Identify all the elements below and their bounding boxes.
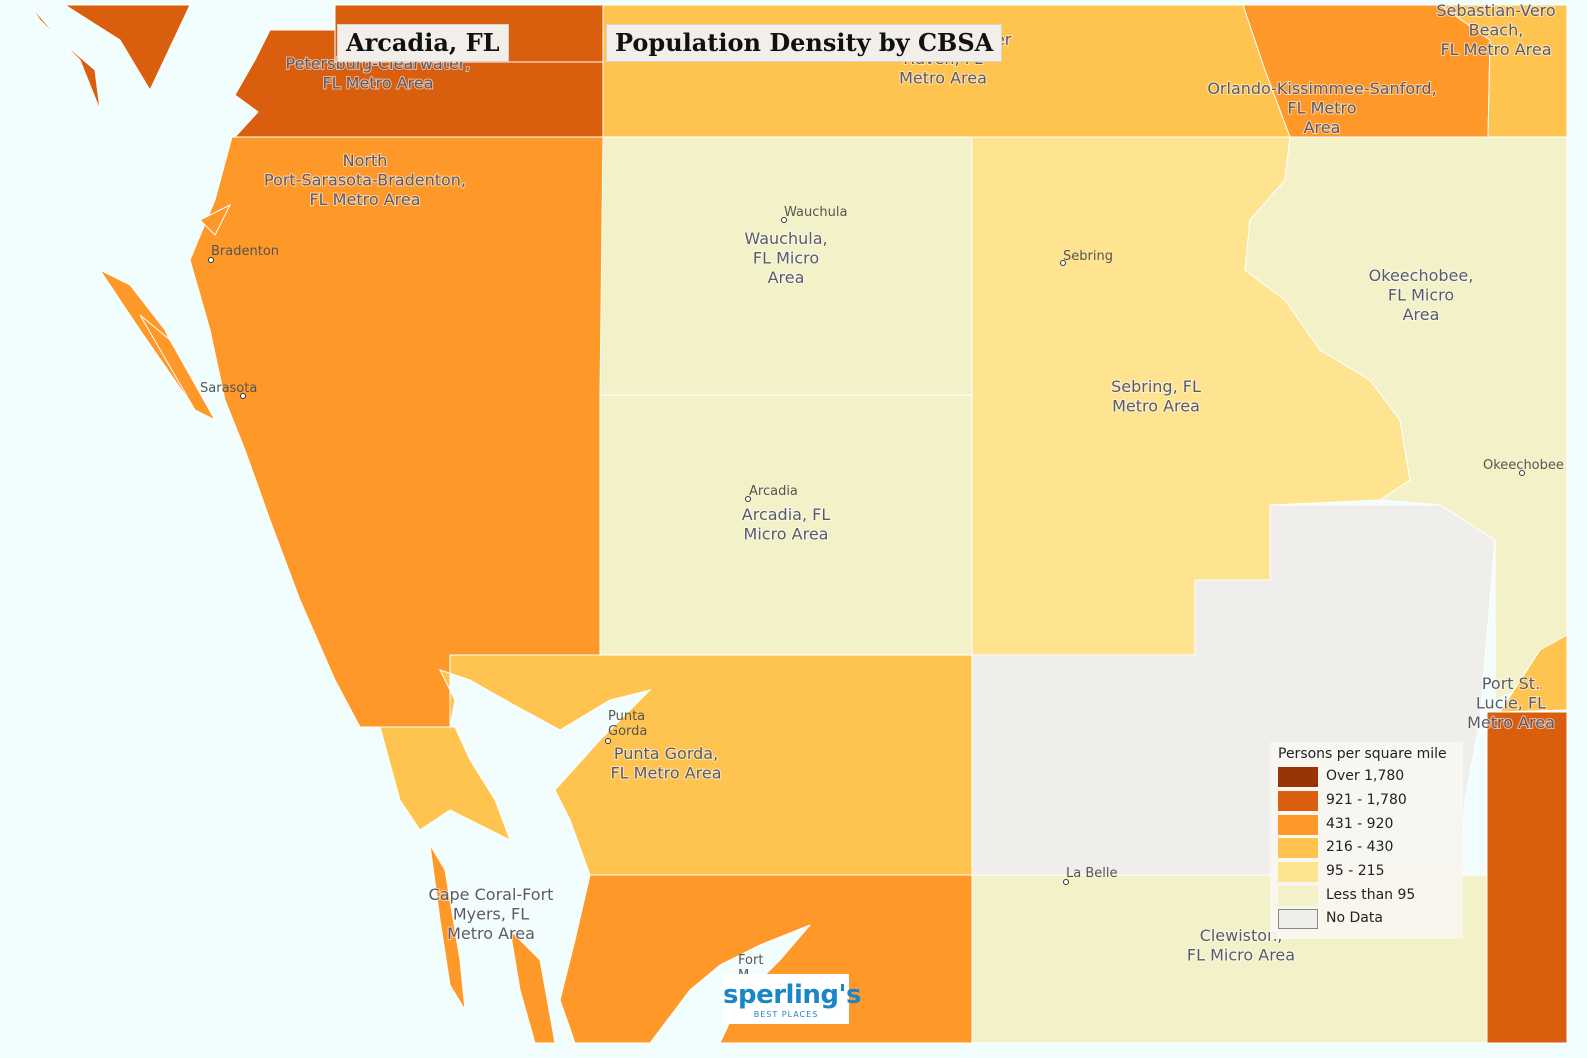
legend-label: Over 1,780 bbox=[1326, 768, 1405, 784]
city-label: Punta Gorda bbox=[608, 709, 647, 739]
region-cape-coral[interactable] bbox=[559, 874, 973, 1044]
region-label-sebastian: Sebastian-Vero Beach, FL Metro Area bbox=[1436, 1, 1555, 59]
legend-swatch bbox=[1278, 838, 1318, 858]
legend-title: Persons per square mile bbox=[1278, 746, 1447, 762]
legend-label: No Data bbox=[1326, 910, 1383, 926]
city-label: La Belle bbox=[1066, 866, 1117, 881]
island bbox=[199, 203, 232, 236]
legend-label: 216 - 430 bbox=[1326, 839, 1394, 855]
logo-tagline: BEST PLACES bbox=[753, 1010, 819, 1019]
city-label: Sarasota bbox=[200, 381, 257, 396]
city-label: Wauchula bbox=[784, 205, 847, 220]
legend-swatch bbox=[1278, 815, 1318, 835]
city-marker-icon bbox=[781, 217, 787, 223]
city-label: Sebring bbox=[1063, 249, 1113, 264]
map-legend: Persons per square mile Over 1,780 921 -… bbox=[1270, 742, 1463, 939]
city-la-belle[interactable]: La Belle bbox=[1063, 866, 1118, 885]
region-label-north-port: North Port-Sarasota-Bradenton, FL Metro Ar… bbox=[264, 151, 466, 209]
city-marker-icon bbox=[605, 738, 611, 744]
city-label: Arcadia bbox=[749, 484, 798, 499]
city-sebring[interactable]: Sebring bbox=[1060, 249, 1113, 266]
region-label-clewiston: Clewiston, FL Micro Area bbox=[1187, 926, 1295, 965]
map-subtitle: Population Density by CBSA bbox=[606, 24, 1003, 62]
city-marker-icon bbox=[208, 257, 214, 263]
logo-wordmark: sperling's bbox=[723, 980, 861, 1010]
region-label-sebring: Sebring, FL Metro Area bbox=[1111, 377, 1201, 416]
city-arcadia[interactable]: Arcadia bbox=[745, 484, 798, 502]
city-punta-gorda[interactable]: Punta Gorda bbox=[605, 709, 648, 744]
island bbox=[509, 928, 556, 1044]
island bbox=[429, 844, 466, 1011]
sperlings-logo[interactable]: sperling's BEST PLACES bbox=[723, 974, 861, 1024]
city-marker-icon bbox=[1063, 879, 1069, 885]
city-label: Bradenton bbox=[211, 244, 279, 259]
city-bradenton[interactable]: Bradenton bbox=[208, 244, 280, 263]
city-marker-icon bbox=[745, 496, 751, 502]
legend-swatch bbox=[1278, 791, 1318, 811]
region-port-st-lucie[interactable] bbox=[1486, 711, 1568, 1044]
region-label-okeechobee: Okeechobee, FL Micro Area bbox=[1369, 266, 1474, 324]
city-label: Okeechobee bbox=[1483, 458, 1564, 473]
region-tampa[interactable] bbox=[63, 4, 191, 92]
legend-label: Less than 95 bbox=[1326, 887, 1416, 903]
city-sarasota[interactable]: Sarasota bbox=[200, 381, 257, 399]
region-label-wauchula: Wauchula, FL Micro Area bbox=[744, 229, 827, 287]
legend-swatch bbox=[1278, 909, 1318, 929]
map-title: Arcadia, FL bbox=[337, 24, 509, 62]
legend-swatch bbox=[1278, 862, 1318, 882]
region-port-st-lucie[interactable] bbox=[1499, 634, 1568, 713]
legend-swatch bbox=[1278, 767, 1318, 787]
city-marker-icon bbox=[240, 393, 246, 399]
city-marker-icon bbox=[1519, 470, 1525, 476]
region-label-arcadia: Arcadia, FL Micro Area bbox=[742, 505, 831, 544]
city-okeechobee[interactable]: Okeechobee bbox=[1483, 458, 1564, 476]
legend-label: 431 - 920 bbox=[1326, 816, 1394, 832]
city-marker-icon bbox=[1060, 260, 1066, 266]
region-label-cape-coral: Cape Coral-Fort Myers, FL Metro Area bbox=[429, 885, 554, 943]
region-tampa[interactable] bbox=[29, 4, 101, 111]
legend-swatch bbox=[1278, 886, 1318, 906]
region-punta-gorda[interactable] bbox=[379, 726, 511, 842]
city-wauchula[interactable]: Wauchula bbox=[781, 205, 848, 223]
legend-label: 921 - 1,780 bbox=[1326, 792, 1407, 808]
region-label-port-st-lucie: Port St. Lucie, FL Metro Area bbox=[1467, 674, 1555, 732]
region-label-orlando: Orlando-Kissimmee-Sanford, FL Metro Area bbox=[1207, 79, 1436, 137]
region-label-punta-gorda: Punta Gorda, FL Metro Area bbox=[610, 744, 721, 783]
island bbox=[139, 314, 217, 422]
legend-label: 95 - 215 bbox=[1326, 863, 1385, 879]
